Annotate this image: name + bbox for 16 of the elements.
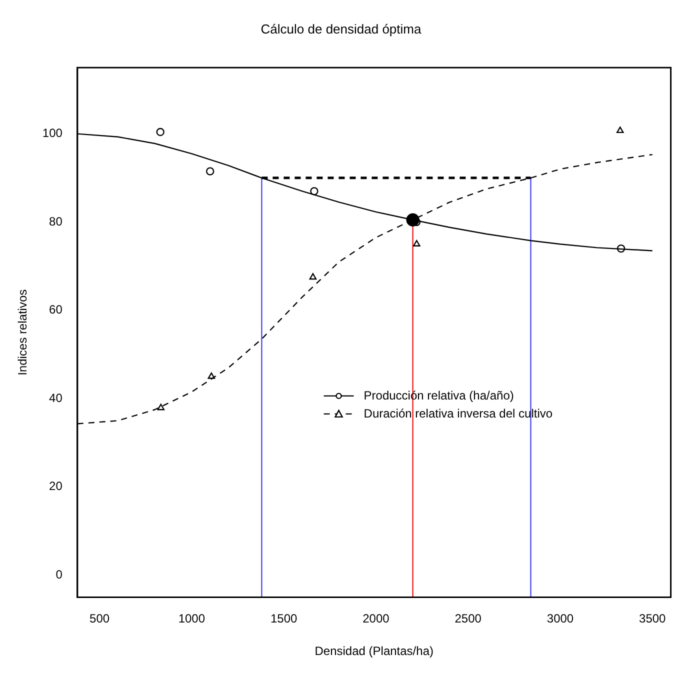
x-tick-label: 500 xyxy=(90,612,110,626)
y-tick-label: 40 xyxy=(49,390,63,405)
x-tick-label: 1000 xyxy=(178,612,206,626)
x-tick-label: 3500 xyxy=(639,612,666,626)
x-tick-label: 2500 xyxy=(454,612,482,626)
y-tick-label: 0 xyxy=(56,567,63,582)
y-tick-label: 80 xyxy=(49,214,63,228)
y-tick-label: 100 xyxy=(42,126,63,140)
chart-title: Cálculo de densidad óptima xyxy=(260,21,422,36)
x-tick-label: 3000 xyxy=(546,612,574,626)
x-tick-label: 2000 xyxy=(362,612,390,626)
y-tick-label: 20 xyxy=(49,479,63,494)
x-axis-title: Densidad (Plantas/ha) xyxy=(314,644,434,658)
y-tick-label: 60 xyxy=(49,302,63,317)
y-axis-title: Indices relativos xyxy=(16,289,30,376)
x-tick-label: 1500 xyxy=(270,612,298,626)
